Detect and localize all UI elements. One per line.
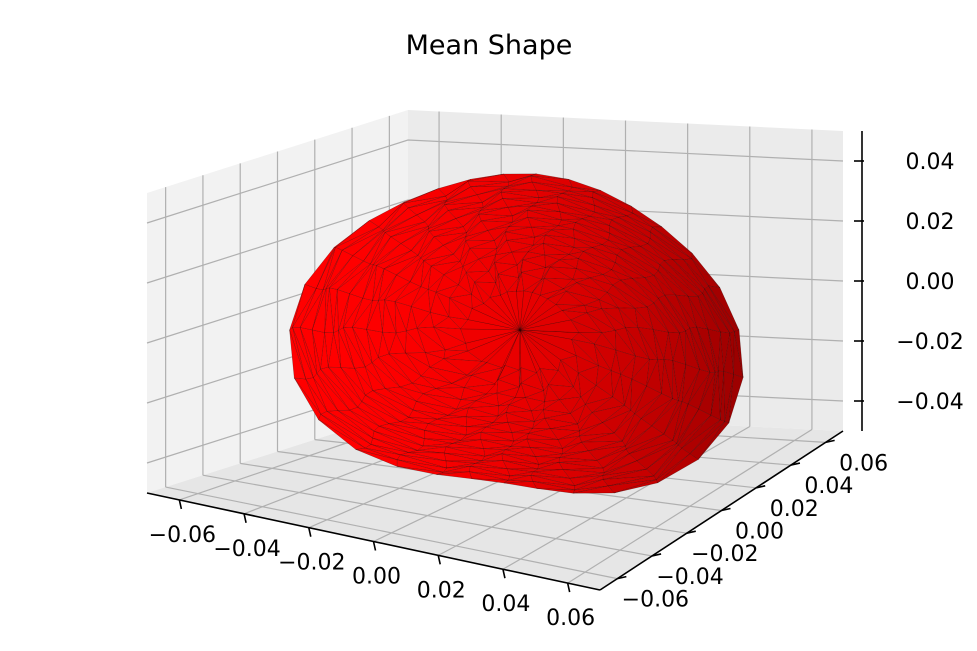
surface-facet <box>289 284 306 331</box>
surface-facet <box>294 377 321 421</box>
x-tick-mark <box>243 513 247 523</box>
surface-facet <box>631 205 663 227</box>
y-tick-label: −0.06 <box>622 588 689 613</box>
y-tick-mark <box>825 439 835 444</box>
z-tick-label: 0.02 <box>906 210 955 235</box>
surface-facet <box>467 173 504 182</box>
x-tick-mark <box>502 569 506 579</box>
grid-line-z <box>146 199 844 284</box>
z-tick-label: −0.04 <box>896 390 963 415</box>
y-tick-label: −0.04 <box>656 565 723 590</box>
surface-facet <box>708 285 740 331</box>
surface-facet <box>691 252 720 288</box>
surface-facet <box>651 226 693 254</box>
surface-facet <box>503 173 537 183</box>
x-tick-mark <box>372 541 377 551</box>
surface-facet <box>530 173 569 180</box>
x-tick-label: 0.04 <box>481 592 530 617</box>
surface-facet <box>568 179 601 191</box>
surface-facet <box>304 247 335 289</box>
grid-line-z <box>146 139 844 224</box>
surface-facet <box>728 374 744 424</box>
mean-shape-surface <box>289 173 744 494</box>
x-tick-label: 0.00 <box>352 565 401 590</box>
grid-line-y <box>165 486 618 580</box>
x-tick-mark <box>178 499 183 510</box>
y-tick-label: −0.02 <box>691 542 758 567</box>
y-tick-label: 0.04 <box>804 474 853 499</box>
grid-line-y <box>240 462 687 534</box>
surface-facet <box>368 201 405 227</box>
surface-facet <box>436 471 472 479</box>
x-tick-mark <box>437 555 441 565</box>
surface-facet <box>592 190 632 207</box>
y-tick-mark <box>651 553 662 557</box>
y-tick-mark <box>756 485 766 489</box>
y-tick-label: 0.00 <box>735 520 784 545</box>
x-tick-label: −0.06 <box>149 523 216 548</box>
z-tick-label: 0.00 <box>906 270 955 295</box>
y-tick-mark <box>721 507 731 512</box>
x-tick-mark <box>566 582 571 593</box>
axis-lines <box>146 131 864 593</box>
surface-facet <box>503 481 537 489</box>
surface-facet <box>471 478 509 484</box>
tick-labels: −0.06−0.04−0.020.000.020.040.06−0.06−0.0… <box>149 150 964 631</box>
x-tick-label: 0.02 <box>417 578 466 603</box>
y-tick-mark <box>686 530 696 534</box>
grid-line-y <box>202 474 653 557</box>
surface-facet <box>333 220 370 248</box>
y-tick-mark <box>617 575 627 580</box>
chart-title: Mean Shape <box>406 30 573 61</box>
surface-facet <box>573 485 615 494</box>
surface-facet <box>318 419 366 450</box>
surface-facet <box>403 188 439 204</box>
z-tick-label: −0.02 <box>896 330 963 355</box>
x-tick-label: −0.04 <box>213 537 280 562</box>
x-tick-label: 0.06 <box>546 606 595 631</box>
surface-facet <box>437 179 472 197</box>
surface-facet <box>657 453 699 484</box>
surface-facet <box>614 479 658 494</box>
y-tick-label: 0.02 <box>770 497 819 522</box>
surface-facet <box>536 488 575 494</box>
y-tick-label: 0.06 <box>839 451 888 476</box>
surface-facet <box>289 329 306 380</box>
x-tick-mark <box>308 527 312 537</box>
x-tick-label: −0.02 <box>278 551 345 576</box>
z-tick-label: 0.04 <box>906 150 955 175</box>
surface-facet <box>355 449 398 467</box>
surface-facet <box>698 421 730 460</box>
y-tick-mark <box>790 462 801 466</box>
surface-facet <box>397 466 444 475</box>
